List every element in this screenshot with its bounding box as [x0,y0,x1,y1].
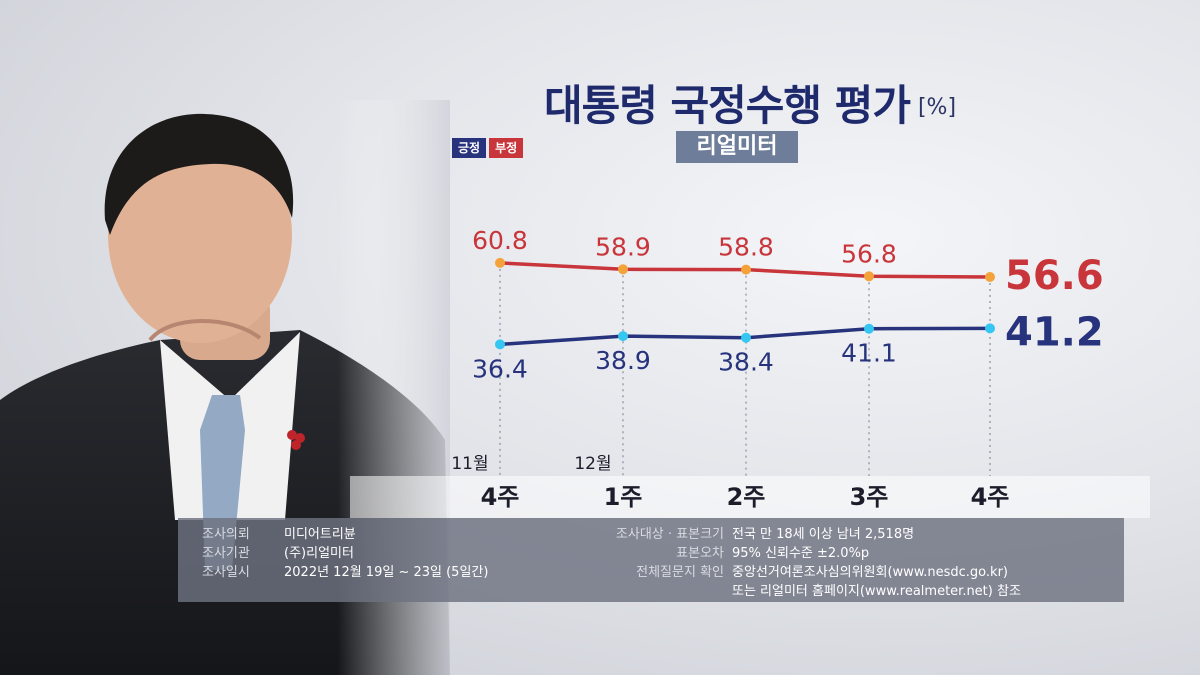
month-label: 12월 [574,454,611,474]
info-right-label [596,582,732,601]
negative-point [864,271,874,282]
x-tick-label: 4주 [481,483,520,511]
president-photo [0,100,450,675]
positive-data-label: 41.1 [841,339,897,368]
negative-point [618,264,628,275]
info-right-row: 또는 리얼미터 홈페이지(www.realmeter.net) 참조 [596,582,1021,601]
negative-point [741,264,751,275]
info-left-label: 조사일시 [202,565,250,580]
negative-point [495,257,505,268]
positive-data-label: 38.9 [595,346,651,375]
negative-data-label: 60.8 [472,226,528,255]
positive-data-label: 36.4 [472,354,528,383]
info-right-label: 전체질문지 확인 [636,565,724,580]
legend-positive: 긍정 [452,138,487,158]
month-label: 11월 [451,454,488,474]
info-right-label: 조사대상 · 표본크기 [615,527,724,542]
source-badge: 리얼미터 [676,131,798,163]
positive-data-label: 38.4 [718,348,774,377]
positive-point [864,323,874,334]
info-left-value: (주)리얼미터 [284,546,354,561]
info-right-label: 표본오차 [676,546,724,561]
info-left-row: 조사일시 2022년 12월 19일 ~ 23일 (5일간) [202,563,488,582]
positive-data-label: 41.2 [1005,309,1104,355]
negative-data-label: 58.8 [718,233,774,262]
negative-data-label: 56.8 [841,239,897,268]
negative-point [985,272,995,282]
chart-title-text: 대통령 국정수행 평가 [543,81,911,130]
x-axis-band [350,476,1150,518]
chart-unit: [%] [917,95,957,120]
positive-point [741,332,751,343]
positive-point [985,323,995,334]
info-right-value: 또는 리얼미터 홈페이지(www.realmeter.net) 참조 [732,584,1021,599]
info-right-row: 조사대상 · 표본크기 전국 만 18세 이상 남녀 2,518명 [596,525,1021,544]
info-left-value: 미디어트리뷴 [284,527,356,542]
info-left-row: 조사기관 (주)리얼미터 [202,544,488,563]
info-right-value: 95% 신뢰수준 ±2.0%p [732,546,870,561]
info-left-label: 조사기관 [202,546,250,561]
chart-title: 대통령 국정수행 평가 [%] [500,72,1000,133]
legend: 긍정 부정 [452,138,524,158]
info-left-row: 조사의뢰 미디어트리뷴 [202,525,488,544]
x-tick-label: 2주 [727,483,766,511]
positive-point [618,331,628,342]
x-tick-label: 1주 [604,483,643,511]
info-left-value: 2022년 12월 19일 ~ 23일 (5일간) [284,565,489,580]
x-tick-label: 4주 [971,483,1010,511]
negative-data-label: 58.9 [595,232,651,261]
info-left-label: 조사의뢰 [202,527,250,542]
info-right-row: 표본오차 95% 신뢰수준 ±2.0%p [596,544,1021,563]
info-right-value: 전국 만 18세 이상 남녀 2,518명 [732,527,915,542]
info-right-row: 전체질문지 확인 중앙선거여론조사심의위원회(www.nesdc.go.kr) [596,563,1021,582]
positive-point [495,339,505,350]
legend-negative: 부정 [489,138,524,158]
info-right-value: 중앙선거여론조사심의위원회(www.nesdc.go.kr) [732,565,1008,580]
x-tick-label: 3주 [850,483,889,511]
negative-data-label: 56.6 [1005,253,1104,299]
